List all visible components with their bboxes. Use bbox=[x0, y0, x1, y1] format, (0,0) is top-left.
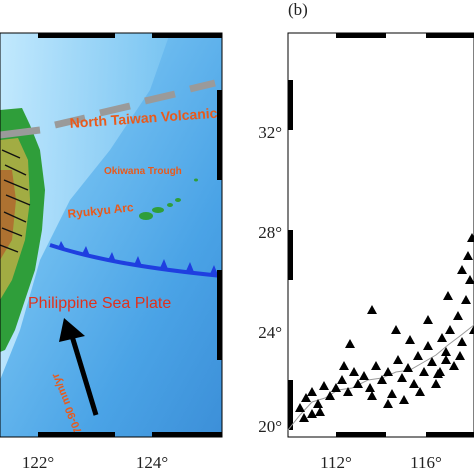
station-triangle-icon bbox=[435, 367, 445, 376]
station-triangle-icon bbox=[391, 325, 401, 334]
station-triangle-icon bbox=[415, 387, 425, 396]
station-triangle-icon bbox=[457, 337, 467, 346]
station-triangle-icon bbox=[409, 379, 419, 388]
station-triangle-icon bbox=[467, 233, 474, 242]
station-triangle-icon bbox=[441, 347, 451, 356]
panel-b-xtick-112: 112° bbox=[320, 453, 352, 472]
station-triangle-icon bbox=[345, 339, 355, 348]
station-triangle-icon bbox=[399, 395, 409, 404]
plate-motion-arrow-icon bbox=[59, 318, 99, 416]
station-triangle-icon bbox=[393, 355, 403, 364]
station-triangle-icon bbox=[319, 381, 329, 390]
panel-b-ytick-32: 32° bbox=[258, 123, 282, 142]
station-triangle-icon bbox=[377, 375, 387, 384]
panel-a-xtick-122: 122° bbox=[22, 453, 54, 472]
station-triangle-icon bbox=[403, 363, 413, 372]
seismic-stations bbox=[295, 233, 474, 422]
station-triangle-icon bbox=[405, 335, 415, 344]
station-triangle-icon bbox=[397, 373, 407, 382]
panel-b-xtick-116: 116° bbox=[410, 453, 442, 472]
trench-teeth bbox=[58, 241, 218, 275]
continental-shelf bbox=[0, 33, 170, 380]
station-triangle-icon bbox=[465, 275, 474, 284]
label-philippine-sea-plate: Philippine Sea Plate bbox=[28, 295, 171, 312]
station-triangle-icon bbox=[453, 311, 463, 320]
station-triangle-icon bbox=[337, 375, 347, 384]
station-triangle-icon bbox=[383, 367, 393, 376]
label-ryukyu-arc: Ryukyu Arc bbox=[67, 200, 135, 221]
station-triangle-icon bbox=[343, 387, 353, 396]
station-triangle-icon bbox=[441, 355, 451, 364]
station-triangle-icon bbox=[331, 383, 341, 392]
station-triangle-icon bbox=[431, 379, 441, 388]
station-triangle-icon bbox=[387, 389, 397, 398]
panel-a-frame-ticks bbox=[38, 33, 222, 437]
station-triangle-icon bbox=[313, 399, 323, 408]
volcanic-zone-dashes bbox=[0, 79, 216, 139]
station-triangle-icon bbox=[463, 251, 473, 260]
station-triangle-icon bbox=[315, 407, 325, 416]
station-triangle-icon bbox=[367, 305, 377, 314]
station-triangle-icon bbox=[419, 367, 429, 376]
station-triangle-icon bbox=[423, 341, 433, 350]
panel-b-map: (b) 32° 28° 24° 20° 112° 116° bbox=[258, 0, 474, 472]
ryukyu-islands bbox=[139, 178, 198, 220]
station-triangle-icon bbox=[423, 315, 433, 324]
station-triangle-icon bbox=[437, 333, 447, 342]
station-triangle-icon bbox=[365, 383, 375, 392]
panel-a-xtick-124: 124° bbox=[136, 453, 168, 472]
panel-b-frame-ticks bbox=[288, 33, 474, 437]
taiwan-peaks bbox=[0, 170, 16, 260]
station-triangle-icon bbox=[359, 371, 369, 380]
station-triangle-icon bbox=[367, 391, 377, 400]
station-triangle-icon bbox=[301, 393, 311, 402]
station-triangle-icon bbox=[443, 291, 453, 300]
station-triangle-icon bbox=[349, 367, 359, 376]
label-okinawa-trough: Okiwana Trough bbox=[104, 166, 182, 177]
station-triangle-icon bbox=[307, 387, 317, 396]
station-triangle-icon bbox=[427, 357, 437, 366]
station-triangle-icon bbox=[469, 325, 474, 334]
station-triangle-icon bbox=[307, 409, 317, 418]
station-triangle-icon bbox=[449, 361, 459, 370]
station-triangle-icon bbox=[461, 295, 471, 304]
station-triangle-icon bbox=[299, 413, 309, 422]
station-triangle-icon bbox=[455, 351, 465, 360]
panel-b-ytick-20: 20° bbox=[258, 417, 282, 436]
station-triangle-icon bbox=[413, 351, 423, 360]
station-triangle-icon bbox=[445, 325, 455, 334]
fault-lines bbox=[0, 149, 31, 253]
station-triangle-icon bbox=[339, 361, 349, 370]
station-triangle-icon bbox=[325, 391, 335, 400]
panel-b-frame bbox=[287, 32, 474, 438]
station-triangle-icon bbox=[457, 265, 467, 274]
station-triangle-icon bbox=[295, 403, 305, 412]
panel-b-ytick-28: 28° bbox=[258, 223, 282, 242]
station-triangle-icon bbox=[371, 361, 381, 370]
panel-b-ytick-24: 24° bbox=[258, 323, 282, 342]
panel-b-label: (b) bbox=[288, 0, 308, 19]
station-triangle-icon bbox=[353, 379, 363, 388]
panel-a-map: North Taiwan Volcanic Znoe Okiwana Troug… bbox=[0, 32, 223, 472]
station-triangle-icon bbox=[383, 399, 393, 408]
